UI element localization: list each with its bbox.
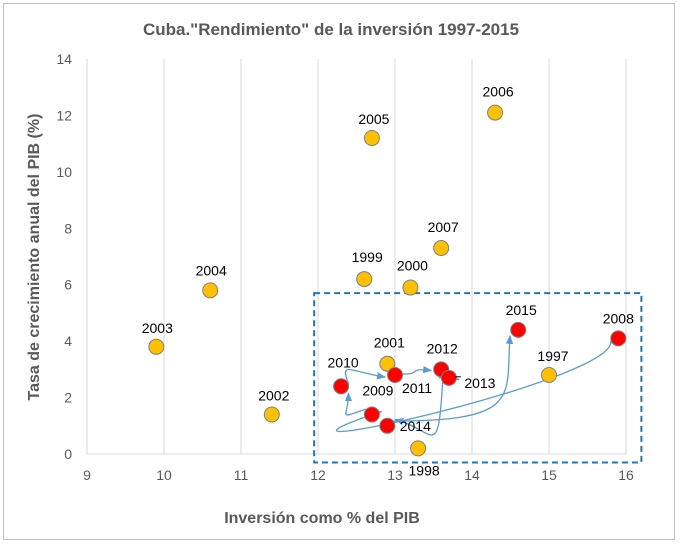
point-label-2004: 2004 xyxy=(196,262,227,278)
axis-ticks: 9 10 11 12 13 14 15 16 0 2 4 6 8 10 12 14 xyxy=(56,51,634,483)
point-2007 xyxy=(433,240,450,257)
highlight-rect xyxy=(313,292,643,464)
x-axis-title: Inversión como % del PIB xyxy=(224,510,420,527)
point-2010 xyxy=(333,378,350,395)
point-2001 xyxy=(379,355,396,372)
point-1999 xyxy=(356,271,373,288)
point-2013 xyxy=(440,369,457,386)
point-label-2008: 2008 xyxy=(603,310,634,326)
point-label-2014: 2014 xyxy=(400,418,431,434)
point-1998 xyxy=(410,440,427,457)
arrow-2009-2010 xyxy=(344,392,367,416)
point-label-1997: 1997 xyxy=(537,348,568,364)
y-tick-0: 0 xyxy=(64,446,72,462)
chart-title: Cuba."Rendimiento" de la inversión 1997-… xyxy=(143,20,519,39)
arrow-2014-2015 xyxy=(393,334,514,422)
point-2008 xyxy=(610,330,627,347)
point-2006 xyxy=(487,104,504,121)
y-tick-2: 2 xyxy=(64,390,72,406)
point-label-2011: 2011 xyxy=(402,380,432,396)
x-tick-13: 13 xyxy=(387,467,403,483)
point-2005 xyxy=(363,130,380,146)
point-label-1999: 1999 xyxy=(352,249,383,265)
point-label-2009: 2009 xyxy=(362,383,393,399)
x-tick-16: 16 xyxy=(618,467,634,483)
point-2002 xyxy=(263,406,280,423)
y-tick-8: 8 xyxy=(64,220,72,236)
point-label-2007: 2007 xyxy=(428,219,459,235)
point-label-2015: 2015 xyxy=(506,302,537,318)
arrow-2008-2009 xyxy=(336,340,612,433)
point-2009 xyxy=(363,406,380,423)
point-label-2013: 2013 xyxy=(464,375,495,391)
y-tick-10: 10 xyxy=(56,164,72,180)
grid-lines xyxy=(86,59,627,455)
point-2004 xyxy=(202,282,219,299)
point-label-2002: 2002 xyxy=(258,388,289,404)
y-tick-6: 6 xyxy=(64,277,72,293)
point-1997 xyxy=(541,367,557,383)
point-2015 xyxy=(510,321,527,338)
x-tick-14: 14 xyxy=(464,467,480,483)
point-2000 xyxy=(402,279,419,296)
point-label-2005: 2005 xyxy=(358,111,389,127)
y-tick-4: 4 xyxy=(64,333,72,349)
highlight-box xyxy=(313,292,643,464)
arrow-2010-2011 xyxy=(344,368,387,385)
point-label-2012: 2012 xyxy=(427,340,458,356)
point-label-2010: 2010 xyxy=(328,354,359,370)
trajectory-arrows xyxy=(336,334,612,436)
y-axis-title: Tasa de crecimiento anual del PIB (%) xyxy=(26,114,43,401)
point-label-2006: 2006 xyxy=(483,84,514,100)
point-label-2001: 2001 xyxy=(374,335,405,351)
x-tick-11: 11 xyxy=(234,467,249,483)
x-tick-15: 15 xyxy=(541,467,557,483)
point-label-2000: 2000 xyxy=(397,258,428,274)
x-tick-12: 12 xyxy=(310,467,326,483)
arrow-2013-2014 xyxy=(394,382,444,436)
y-tick-14: 14 xyxy=(56,51,72,67)
x-tick-9: 9 xyxy=(83,467,91,483)
point-2011 xyxy=(387,367,403,383)
chart-frame: Cuba."Rendimiento" de la inversión 1997-… xyxy=(3,3,675,540)
point-label-2003: 2003 xyxy=(142,320,173,336)
arrow-2011-2012 xyxy=(402,365,433,375)
point-2003 xyxy=(148,338,165,355)
y-tick-12: 12 xyxy=(56,107,72,123)
data-points: 1997 1998 1999 2000 2001 2002 2003 2004 2005 2006… xyxy=(142,84,634,479)
x-tick-10: 10 xyxy=(156,467,172,483)
point-2014 xyxy=(379,417,396,434)
scatter-chart: Cuba."Rendimiento" de la inversión 1997-… xyxy=(26,20,643,527)
point-label-1998: 1998 xyxy=(409,462,440,478)
